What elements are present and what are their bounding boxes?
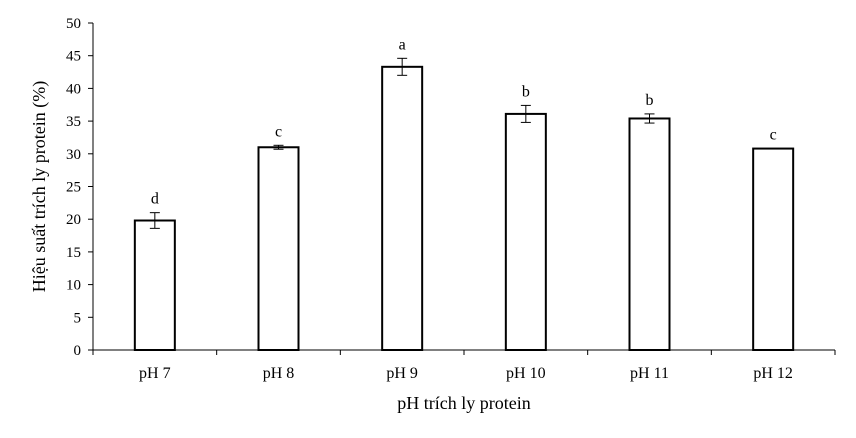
significance-letters: d c a b b c [151, 36, 777, 207]
y-tick-label: 50 [66, 16, 81, 32]
significance-letter: a [399, 36, 406, 53]
y-tick-label: 20 [66, 212, 81, 228]
x-axis-title: pH trích ly protein [397, 393, 530, 413]
y-tick-label: 40 [66, 81, 81, 97]
y-tick-label: 10 [66, 278, 81, 294]
y-tick-label: 0 [74, 343, 82, 359]
x-tick-label: pH 11 [630, 365, 669, 382]
x-tick-label: pH 9 [386, 365, 418, 382]
x-tick-label: pH 8 [263, 365, 295, 382]
x-tick-label: pH 12 [753, 365, 793, 382]
x-tick-label: pH 7 [139, 365, 171, 382]
y-axis-title: Hiệu suất trích ly protein (%) [29, 81, 50, 292]
y-tick-label: 5 [74, 310, 82, 326]
bar [133, 219, 176, 351]
bar [504, 112, 547, 351]
x-tick-label: pH 10 [506, 365, 546, 382]
y-tick-label: 45 [66, 49, 81, 65]
x-axis-ticks: pH 7 pH 8 pH 9 pH 10 pH 11 pH 12 [92, 350, 836, 382]
significance-letter: d [151, 191, 159, 208]
bars [133, 65, 795, 352]
significance-letter: c [275, 123, 282, 140]
bar [257, 146, 300, 351]
y-tick-label: 30 [66, 147, 81, 163]
significance-letter: b [522, 83, 530, 100]
y-axis-ticks: 0 5 10 15 20 25 30 35 40 45 50 [66, 16, 93, 359]
error-bars [149, 57, 655, 229]
significance-letter: b [646, 92, 654, 109]
bar [752, 147, 795, 351]
bar [381, 65, 424, 352]
y-tick-label: 15 [66, 245, 81, 261]
bar [628, 117, 671, 352]
y-tick-label: 25 [66, 180, 81, 196]
significance-letter: c [770, 127, 777, 144]
y-tick-label: 35 [66, 114, 81, 130]
